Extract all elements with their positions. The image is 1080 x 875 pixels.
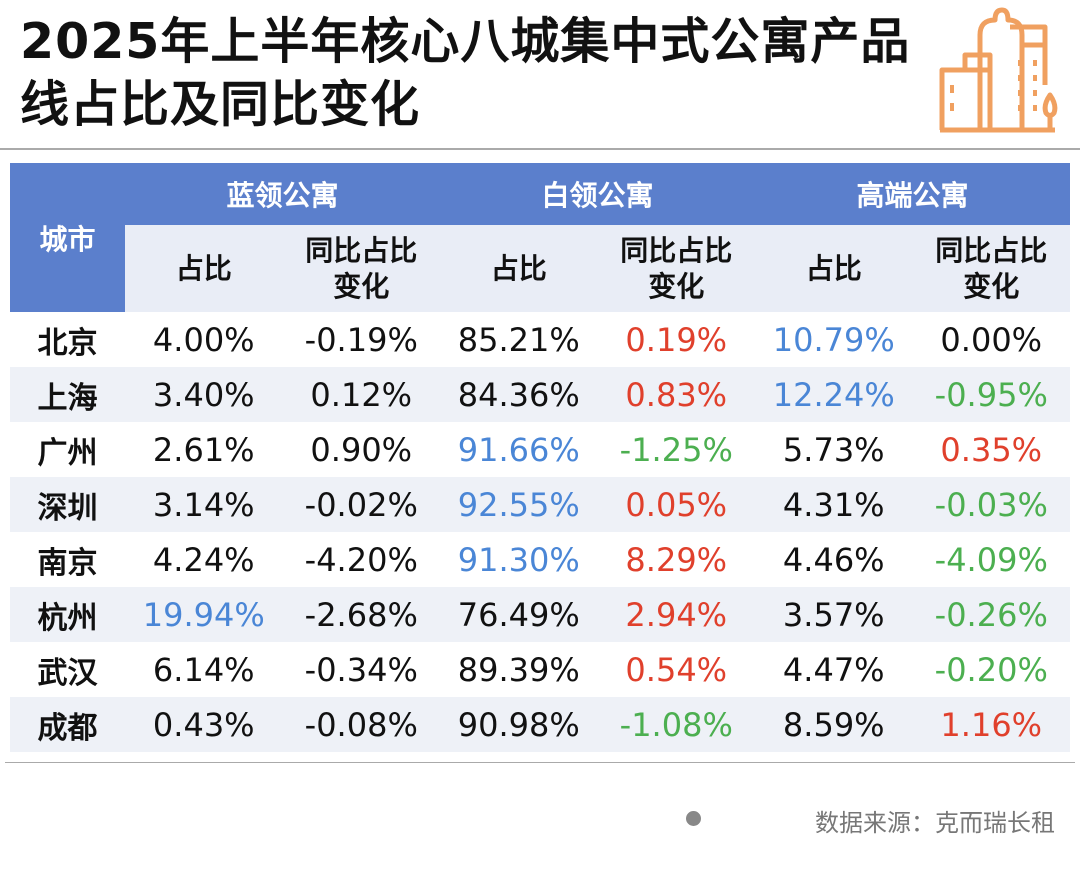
value-cell: 4.31% [755, 477, 913, 532]
city-cell: 成都 [10, 697, 125, 752]
value-cell: 2.94% [597, 587, 755, 642]
value-cell: 76.49% [440, 587, 598, 642]
value-cell: 4.24% [152, 540, 255, 579]
table-row: 深圳 3.14% -0.02% 92.55% 0.05% 4.31% -0.03% [10, 477, 1070, 532]
value-cell: 3.57% [755, 587, 913, 642]
value-cell: -4.09% [934, 540, 1048, 579]
value-cell: 0.12% [282, 367, 440, 422]
value-cell: 0.83% [597, 367, 755, 422]
header-share: 占比 [440, 225, 598, 312]
header-share: 占比 [755, 225, 913, 312]
value-cell: 8.59% [755, 697, 913, 752]
value-cell: 0.00% [940, 320, 1043, 359]
value-cell: 4.00% [152, 320, 255, 359]
header-yoy: 同比占比变化 [912, 225, 1070, 312]
value-cell: -0.34% [304, 650, 418, 689]
header-yoy: 同比占比变化 [282, 225, 440, 312]
source-note: 数据来源：克而瑞长租 [815, 809, 1055, 837]
value-cell: -0.02% [282, 477, 440, 532]
city-cell: 南京 [37, 545, 98, 581]
table-row: 广州 2.61% 0.90% 91.66% -1.25% 5.73% 0.35% [10, 422, 1070, 477]
city-cell: 杭州 [10, 587, 125, 642]
city-cell: 北京 [37, 325, 98, 361]
value-cell: 3.40% [125, 367, 283, 422]
header-city: 城市 [10, 163, 125, 312]
value-cell: 0.19% [625, 320, 728, 359]
value-cell: 91.30% [457, 540, 580, 579]
bullet-dot [686, 811, 701, 826]
value-cell: 90.98% [440, 697, 598, 752]
table-row: 上海 3.40% 0.12% 84.36% 0.83% 12.24% -0.95% [10, 367, 1070, 422]
value-cell: 92.55% [440, 477, 598, 532]
value-cell: 3.14% [125, 477, 283, 532]
value-cell: 2.61% [152, 430, 255, 469]
value-cell: -0.95% [912, 367, 1070, 422]
value-cell: 0.05% [597, 477, 755, 532]
value-cell: -0.08% [282, 697, 440, 752]
table-row: 南京 4.24% -4.20% 91.30% 8.29% 4.46% -4.09% [10, 532, 1070, 587]
value-cell: 6.14% [152, 650, 255, 689]
value-cell: 89.39% [457, 650, 580, 689]
value-cell: 84.36% [440, 367, 598, 422]
header-yoy: 同比占比变化 [597, 225, 755, 312]
city-cell: 深圳 [10, 477, 125, 532]
divider [0, 148, 1080, 150]
table-row: 成都 0.43% -0.08% 90.98% -1.08% 8.59% 1.16% [10, 697, 1070, 752]
city-cell: 武汉 [37, 655, 98, 691]
value-cell: -1.25% [619, 430, 733, 469]
value-cell: 12.24% [755, 367, 913, 422]
value-cell: 0.43% [125, 697, 283, 752]
header-group: 蓝领公寓 [125, 163, 440, 225]
data-table: 城市 蓝领公寓 白领公寓 高端公寓 占比 同比占比变化 占比 同比占比变化 占比 同比占比… [10, 163, 1070, 752]
header-group: 高端公寓 [755, 163, 1070, 225]
value-cell: -1.08% [597, 697, 755, 752]
value-cell: -2.68% [282, 587, 440, 642]
header-share: 占比 [125, 225, 283, 312]
header-group: 白领公寓 [440, 163, 755, 225]
value-cell: -4.20% [304, 540, 418, 579]
value-cell: 4.46% [782, 540, 885, 579]
divider [5, 762, 1075, 763]
value-cell: 4.47% [782, 650, 885, 689]
value-cell: -0.19% [304, 320, 418, 359]
table-row: 北京 4.00% -0.19% 85.21% 0.19% 10.79% 0.00% [10, 312, 1070, 367]
value-cell: 91.66% [457, 430, 580, 469]
table-row: 杭州 19.94% -2.68% 76.49% 2.94% 3.57% -0.26% [10, 587, 1070, 642]
value-cell: 0.54% [625, 650, 728, 689]
city-cell: 上海 [10, 367, 125, 422]
value-cell: 8.29% [625, 540, 728, 579]
value-cell: 0.35% [940, 430, 1043, 469]
value-cell: 85.21% [457, 320, 580, 359]
value-cell: 19.94% [125, 587, 283, 642]
city-cell: 广州 [37, 435, 98, 471]
table-row: 武汉 6.14% -0.34% 89.39% 0.54% 4.47% -0.20% [10, 642, 1070, 697]
value-cell: 5.73% [782, 430, 885, 469]
value-cell: -0.20% [934, 650, 1048, 689]
value-cell: -0.03% [912, 477, 1070, 532]
page-title: 2025年上半年核心八城集中式公寓产品线占比及同比变化 [20, 13, 911, 133]
value-cell: 1.16% [912, 697, 1070, 752]
value-cell: 10.79% [772, 320, 895, 359]
value-cell: -0.26% [912, 587, 1070, 642]
city-buildings-icon [939, 7, 1058, 133]
value-cell: 0.90% [310, 430, 413, 469]
